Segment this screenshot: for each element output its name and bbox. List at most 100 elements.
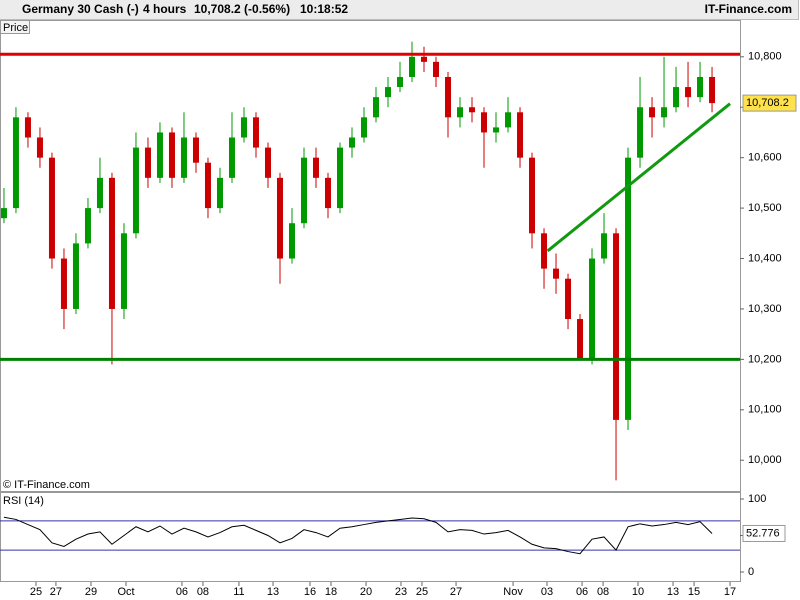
candle-body: [132, 147, 139, 234]
x-tick-label: 29: [85, 586, 97, 598]
candle-body: [445, 76, 452, 118]
timeframe: 4 hours: [143, 2, 187, 16]
candle-body: [180, 137, 187, 178]
brand: IT-Finance.com: [704, 2, 792, 16]
rsi-line: [3, 516, 713, 555]
x-tick-label: 27: [50, 586, 62, 598]
x-tick-label: 27: [450, 586, 462, 598]
candle-body: [469, 107, 476, 113]
candle-body: [673, 87, 680, 108]
candle-body: [493, 127, 500, 133]
x-tick-label: 25: [30, 586, 42, 598]
panel-tab: [0, 20, 30, 34]
candle-body: [517, 112, 524, 158]
last-price-label: 10,708.2: [746, 97, 789, 109]
candle-body: [336, 147, 343, 209]
candle-body: [204, 162, 211, 209]
candle-body: [240, 117, 247, 138]
candle-body: [385, 87, 392, 98]
price-frame: [0, 20, 741, 492]
candle-body: [649, 107, 656, 118]
y-tick-label: 0: [748, 566, 754, 578]
x-tick-label: 08: [597, 586, 609, 598]
candle-body: [108, 177, 115, 309]
candle-body: [373, 97, 380, 118]
candle-body: [529, 157, 536, 234]
candle-body: [264, 147, 271, 178]
last-rsi-label: 52.776: [746, 527, 780, 539]
candle-body: [72, 243, 79, 309]
candle-body: [156, 132, 163, 178]
candle-body: [589, 258, 596, 360]
candle-body: [409, 56, 416, 77]
candle-body: [481, 112, 488, 133]
candle-body: [252, 117, 259, 148]
candle-body: [613, 233, 620, 420]
x-tick-label: 10: [632, 586, 644, 598]
candle-body: [709, 76, 716, 104]
x-tick-label: 08: [197, 586, 209, 598]
candle-body: [192, 137, 199, 163]
candle-body: [60, 258, 67, 309]
candle-body: [300, 157, 307, 224]
y-tick-label: 10,400: [748, 252, 782, 264]
candle-body: [168, 132, 175, 178]
x-tick-label: 11: [233, 586, 244, 598]
trend-line: [546, 102, 731, 253]
chart: Price © IT-Finance.com RSI (14) 10,000 10…: [0, 20, 797, 598]
source: © IT-Finance.com: [3, 479, 90, 491]
x-tick-label: Nov: [503, 586, 523, 598]
last-price-box: [742, 94, 797, 112]
last-rsi-box: [742, 524, 786, 542]
candle-body: [24, 117, 31, 138]
x-tick-label: 06: [576, 586, 588, 598]
x-tick-label: 23: [395, 586, 407, 598]
x-tick-label: Oct: [117, 586, 134, 598]
candle-body: [553, 268, 560, 279]
candle-body: [360, 117, 367, 138]
candle-body: [96, 177, 103, 209]
y-tick-label: 10,200: [748, 353, 782, 365]
candle-body: [36, 137, 43, 158]
x-tick-label: 15: [688, 586, 700, 598]
candle-body: [505, 112, 512, 128]
candle-body: [312, 157, 319, 178]
x-tick-label: 03: [541, 586, 553, 598]
candle-body: [577, 319, 584, 360]
candle-body: [433, 61, 440, 77]
candle-body: [324, 177, 331, 209]
y-tick-label: 10,500: [748, 202, 782, 214]
candle-body: [565, 278, 572, 320]
candle-body: [661, 107, 668, 118]
y-tick-label: 10,100: [748, 404, 782, 416]
x-tick-label: 13: [267, 586, 279, 598]
clock: 10:18:52: [300, 2, 349, 16]
candle-body: [421, 56, 428, 62]
x-tick-label: 17: [724, 586, 736, 598]
candle-body: [120, 233, 127, 309]
rsi-frame: [0, 492, 741, 582]
candle-body: [288, 223, 295, 259]
rsi-title: RSI (14): [3, 495, 44, 507]
x-tick-label: 18: [325, 586, 337, 598]
candle-body: [457, 107, 464, 118]
candle-body: [541, 233, 548, 269]
candle-body: [228, 137, 235, 178]
candle-body: [48, 157, 55, 259]
y-tick-label: 10,600: [748, 152, 782, 164]
y-tick-label: 10,000: [748, 454, 782, 466]
x-tick-label: 16: [304, 586, 316, 598]
candle-body: [685, 87, 692, 98]
x-tick-label: 06: [176, 586, 188, 598]
header-bar: Germany 30 Cash (-) 4 hours 10,708.2 (-0…: [0, 0, 799, 20]
candle-body: [216, 177, 223, 209]
candle-body: [348, 137, 355, 148]
candle-body: [144, 147, 151, 178]
quote: 10,708.2 (-0.56%): [194, 2, 291, 16]
x-tick-label: 25: [416, 586, 428, 598]
price-title: Price: [3, 22, 28, 34]
y-tick-label: 10,800: [748, 51, 782, 63]
x-tick-label: 20: [360, 586, 372, 598]
instrument: Germany 30 Cash (-): [22, 2, 139, 16]
